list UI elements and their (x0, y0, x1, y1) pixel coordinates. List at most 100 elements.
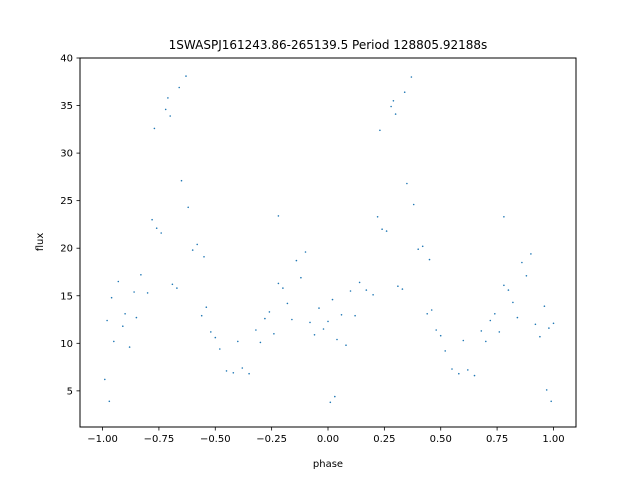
data-point (534, 323, 537, 326)
data-points (104, 75, 555, 404)
data-point (498, 331, 501, 333)
y-tick-label: 20 (60, 244, 73, 255)
data-point (444, 350, 447, 352)
data-point (543, 305, 546, 308)
data-point (241, 367, 244, 369)
data-point (412, 203, 415, 206)
data-point (295, 259, 298, 262)
data-point (406, 182, 408, 185)
data-point (160, 232, 162, 234)
data-point (313, 334, 316, 336)
data-point (485, 340, 487, 343)
data-point (108, 400, 111, 403)
data-point (552, 322, 555, 325)
x-axis: −1.00 −0.75 −0.50 −0.25 0.00 0.25 0.50 0.75 1.00 (87, 427, 565, 445)
data-point (304, 251, 307, 253)
data-point (376, 216, 379, 218)
data-point (494, 313, 496, 315)
data-point (550, 400, 552, 403)
data-point (467, 369, 469, 371)
data-point (180, 179, 183, 182)
x-tick-label: −0.75 (144, 434, 175, 445)
data-point (110, 296, 113, 299)
data-point (187, 206, 189, 209)
y-axis-label: flux (35, 233, 46, 252)
data-point (430, 309, 433, 311)
data-point (151, 218, 153, 221)
y-tick-label: 30 (60, 149, 73, 160)
data-point (255, 329, 257, 331)
data-point (473, 374, 476, 377)
data-point (426, 313, 429, 315)
data-point (327, 320, 329, 323)
data-point (354, 314, 356, 317)
data-point (264, 317, 266, 320)
data-point (390, 105, 392, 108)
data-point (403, 91, 406, 93)
chart-title: 1SWASPJ161243.86-265139.5 Period 128805.… (169, 38, 488, 52)
data-point (171, 283, 174, 286)
data-point (167, 97, 169, 99)
data-point (191, 249, 194, 251)
data-point (210, 331, 212, 333)
data-point (117, 280, 120, 283)
data-point (340, 314, 343, 316)
data-point (397, 285, 399, 288)
y-axis: 5 10 15 20 25 30 35 40 (60, 54, 80, 397)
data-point (365, 289, 368, 291)
y-tick-label: 5 (67, 386, 73, 397)
data-point (309, 321, 311, 324)
y-tick-label: 35 (60, 101, 73, 112)
data-point (458, 372, 460, 375)
x-tick-label: −1.00 (87, 434, 118, 445)
data-point (124, 313, 126, 315)
data-point (104, 378, 106, 381)
data-point (516, 316, 519, 319)
data-point (392, 100, 395, 102)
data-point (237, 340, 239, 343)
data-point (545, 389, 548, 391)
data-point (291, 318, 293, 321)
data-point (300, 276, 302, 279)
x-tick-label: 1.00 (542, 434, 564, 445)
data-point (273, 333, 275, 335)
data-point (489, 319, 492, 322)
data-point (334, 395, 336, 398)
data-point (451, 368, 453, 370)
data-point (336, 338, 338, 341)
data-point (178, 86, 180, 89)
data-point (530, 253, 532, 255)
data-point (539, 335, 541, 338)
data-point (385, 230, 388, 232)
x-axis-label: phase (313, 459, 343, 470)
x-tick-label: −0.25 (256, 434, 287, 445)
data-point (331, 298, 334, 301)
data-point (169, 115, 171, 117)
data-point (394, 113, 397, 115)
data-point (372, 294, 374, 296)
data-point (277, 282, 280, 285)
data-point (318, 307, 320, 309)
data-point (153, 127, 156, 130)
data-point (417, 248, 420, 250)
data-point (277, 215, 280, 217)
data-point (128, 346, 131, 348)
data-point (401, 288, 404, 290)
y-tick-label: 10 (60, 339, 73, 350)
data-point (525, 275, 528, 277)
data-point (113, 340, 115, 343)
x-tick-label: −0.50 (200, 434, 231, 445)
data-point (205, 306, 208, 309)
data-point (268, 311, 271, 313)
data-point (358, 281, 361, 284)
data-point (146, 292, 149, 294)
data-point (521, 261, 523, 264)
data-point (122, 325, 124, 328)
x-tick-label: 0.25 (373, 434, 395, 445)
data-point (259, 341, 262, 344)
data-point (381, 228, 383, 230)
data-point (421, 245, 424, 248)
data-point (196, 243, 198, 246)
data-point (322, 328, 325, 330)
